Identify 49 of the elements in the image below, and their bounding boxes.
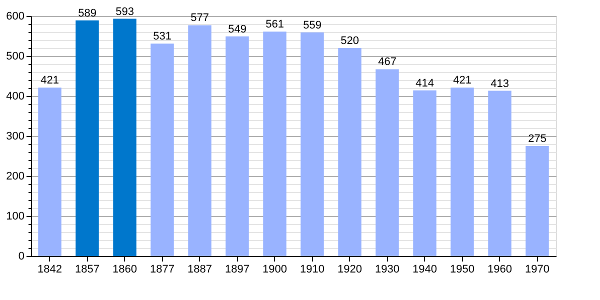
bar xyxy=(226,36,249,256)
bar xyxy=(150,44,174,256)
y-tick-label: 200 xyxy=(6,170,24,182)
data-label: 421 xyxy=(453,74,472,87)
x-tick-label: 1900 xyxy=(262,264,287,276)
x-tick-label: 1897 xyxy=(225,264,250,276)
bar xyxy=(526,146,549,256)
bar xyxy=(113,18,136,256)
data-label: 414 xyxy=(416,77,434,90)
x-tick-label: 1920 xyxy=(338,264,362,276)
data-label: 561 xyxy=(266,18,284,31)
bar xyxy=(76,20,99,256)
data-label: 589 xyxy=(78,7,96,20)
y-tick-label: 100 xyxy=(6,210,24,222)
bar xyxy=(188,25,212,256)
y-tick-label: 600 xyxy=(6,10,24,22)
x-tick-label: 1877 xyxy=(150,264,174,276)
x-tick-label: 1970 xyxy=(525,264,550,276)
x-tick-label: 1960 xyxy=(488,264,512,276)
x-tick-label: 1950 xyxy=(450,264,474,276)
data-label: 549 xyxy=(228,23,246,36)
data-label: 559 xyxy=(303,19,322,32)
bar xyxy=(413,90,436,256)
bar xyxy=(338,48,362,256)
bar xyxy=(300,32,324,256)
x-tick-label: 1857 xyxy=(75,264,100,276)
data-label: 593 xyxy=(116,6,134,18)
x-tick-label: 1860 xyxy=(112,264,137,276)
y-tick-label: 500 xyxy=(6,50,24,62)
data-label: 520 xyxy=(340,35,359,47)
data-label: 531 xyxy=(153,30,172,43)
bar xyxy=(488,90,512,256)
y-tick-label: 300 xyxy=(6,130,24,142)
x-tick-label: 1910 xyxy=(300,264,324,276)
bar xyxy=(263,32,286,256)
y-tick-label: 400 xyxy=(6,90,24,102)
data-label: 421 xyxy=(40,74,59,87)
x-tick-label: 1940 xyxy=(412,264,437,276)
y-tick-label: 0 xyxy=(18,250,24,262)
data-label: 275 xyxy=(528,133,546,145)
x-tick-label: 1842 xyxy=(38,264,62,276)
x-tick-label: 1930 xyxy=(375,264,400,276)
data-label: 577 xyxy=(190,12,209,24)
data-label: 467 xyxy=(378,56,396,68)
bar xyxy=(376,69,399,256)
bar xyxy=(450,88,474,256)
x-tick-label: 1887 xyxy=(188,264,212,276)
data-label: 413 xyxy=(490,78,509,90)
bar xyxy=(38,88,62,256)
